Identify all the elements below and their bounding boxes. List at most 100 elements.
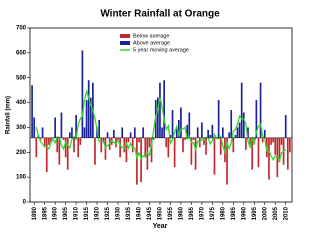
bar xyxy=(152,137,155,140)
bar xyxy=(136,137,138,185)
bar xyxy=(236,127,239,138)
legend-swatch xyxy=(120,41,130,45)
bar xyxy=(272,137,274,143)
bar xyxy=(138,137,140,143)
bar xyxy=(232,137,235,153)
bar xyxy=(45,137,48,173)
bar xyxy=(68,132,71,138)
bar xyxy=(259,82,262,138)
x-tick-label: 1960 xyxy=(178,206,184,220)
bar xyxy=(73,137,75,153)
x-tick-label: 1985 xyxy=(231,206,237,220)
bar xyxy=(89,97,92,138)
x-tick-label: 1965 xyxy=(189,206,195,220)
y-tick-label: 100 xyxy=(16,175,27,181)
bar xyxy=(234,134,237,138)
bar xyxy=(98,119,101,138)
bar xyxy=(213,137,216,175)
y-tick-label: 500 xyxy=(16,75,27,81)
bar xyxy=(182,137,184,153)
bar xyxy=(83,127,86,138)
bar xyxy=(184,137,186,140)
bar xyxy=(230,110,233,138)
bar xyxy=(289,137,291,153)
bar xyxy=(131,137,134,153)
bar xyxy=(175,127,178,138)
bar xyxy=(221,127,224,138)
bar xyxy=(255,100,258,138)
bar xyxy=(261,137,264,143)
bar xyxy=(190,137,193,165)
legend-label: 5 year moving average xyxy=(133,47,189,53)
y-tick-label: 0 xyxy=(23,200,27,206)
x-axis-title: Year xyxy=(153,223,168,230)
bar xyxy=(71,127,73,138)
bar xyxy=(263,129,266,138)
bar xyxy=(270,137,272,145)
x-tick-label: 1995 xyxy=(252,206,258,220)
bar xyxy=(207,129,209,138)
bar xyxy=(180,107,182,138)
bar xyxy=(41,127,44,138)
y-tick-label: 700 xyxy=(16,26,27,32)
x-tick-label: 2005 xyxy=(273,206,279,220)
bar xyxy=(113,129,115,138)
bar xyxy=(100,137,103,153)
bar xyxy=(58,137,61,165)
legend-label: Below average xyxy=(133,33,169,39)
bar xyxy=(81,50,84,138)
chart: Winter Rainfall at Orange Year Rainfall … xyxy=(6,9,293,230)
bar xyxy=(249,137,251,148)
bar xyxy=(54,117,56,138)
bar xyxy=(79,137,82,145)
x-tick-label: 1900 xyxy=(53,206,59,220)
bar xyxy=(242,112,245,138)
bar xyxy=(194,137,197,170)
bar xyxy=(125,137,128,163)
bar xyxy=(203,137,205,145)
bar xyxy=(240,82,243,138)
bar xyxy=(119,137,121,158)
bar xyxy=(278,137,281,163)
bar xyxy=(165,137,168,148)
bar xyxy=(39,137,42,140)
bar xyxy=(188,112,191,138)
x-tick-label: 1895 xyxy=(42,206,48,220)
bar xyxy=(60,112,63,138)
bar xyxy=(123,137,126,153)
x-tick-label: 1925 xyxy=(105,206,111,220)
bar xyxy=(133,127,136,138)
bar xyxy=(284,115,287,138)
bar xyxy=(157,97,159,138)
moving-average-line xyxy=(35,88,287,163)
bar xyxy=(75,115,77,138)
bar xyxy=(226,137,228,185)
y-tick-label: 200 xyxy=(16,150,27,156)
bar xyxy=(211,124,214,138)
bar xyxy=(50,137,52,143)
bar xyxy=(144,137,147,158)
bar xyxy=(140,137,142,183)
bar xyxy=(286,137,289,170)
bar xyxy=(66,137,69,170)
bar xyxy=(173,137,176,168)
bar xyxy=(104,137,107,160)
bar xyxy=(148,137,151,148)
x-tick-label: 1990 xyxy=(241,206,247,220)
bar xyxy=(121,127,124,138)
bar xyxy=(280,137,283,145)
x-tick-label: 1955 xyxy=(168,206,174,220)
bar xyxy=(94,137,96,165)
bar xyxy=(106,132,109,138)
bar xyxy=(64,137,67,158)
x-tick-label: 1920 xyxy=(95,206,101,220)
bar xyxy=(205,137,207,155)
bar xyxy=(251,137,254,170)
bar xyxy=(196,127,199,138)
y-axis-title: Rainfall (mm) xyxy=(6,96,12,134)
y-tick-label: 400 xyxy=(16,100,27,106)
bar xyxy=(127,137,130,143)
legend-swatch xyxy=(120,34,130,38)
bar xyxy=(87,80,90,138)
bar xyxy=(167,137,170,158)
